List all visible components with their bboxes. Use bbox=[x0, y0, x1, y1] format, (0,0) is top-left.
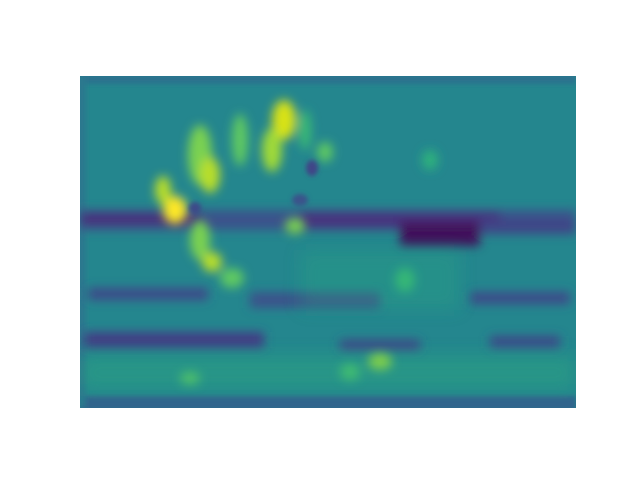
heatmap-base bbox=[80, 76, 576, 408]
heatmap-top-band bbox=[80, 76, 576, 84]
heatmap-bottom-band bbox=[80, 396, 576, 408]
heatmap-image bbox=[80, 76, 576, 408]
heatmap-left-edge bbox=[80, 76, 86, 408]
dark-spots bbox=[189, 160, 318, 214]
bright-features bbox=[155, 100, 438, 384]
lower-texture bbox=[80, 250, 576, 390]
